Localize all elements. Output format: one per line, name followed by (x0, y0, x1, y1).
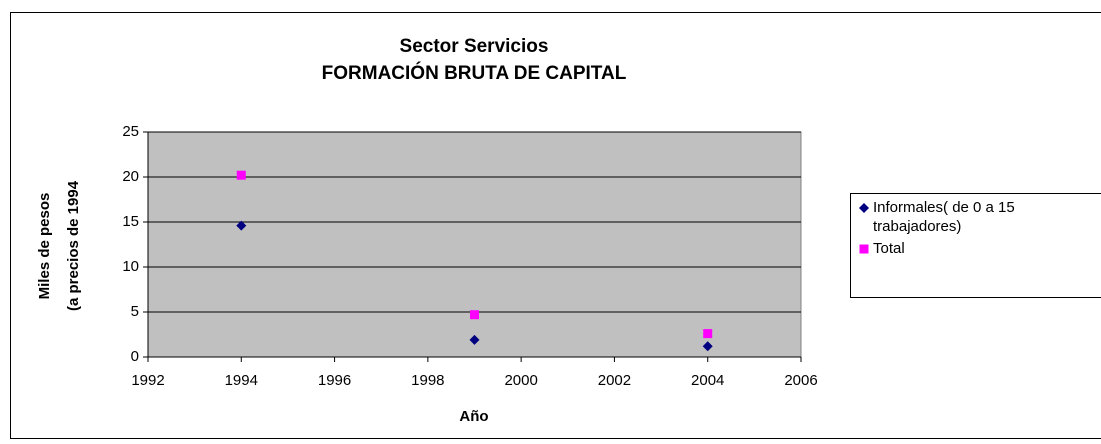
y-axis-title: (a precios de 1994 (65, 180, 82, 311)
marker-square (859, 244, 869, 254)
legend-entry: Total (858, 239, 1101, 258)
y-axis-title: Miles de pesos (36, 193, 53, 300)
y-tick-label: 5 (131, 303, 139, 320)
marker-diamond (859, 203, 869, 213)
x-tick-label: 1992 (131, 372, 164, 389)
y-tick-label: 15 (122, 213, 139, 230)
x-tick-label: 1994 (225, 372, 258, 389)
marker-square (236, 170, 246, 180)
legend-key (859, 203, 869, 213)
x-tick-label: 1998 (411, 372, 444, 389)
x-tick-label: 2000 (504, 372, 537, 389)
y-tick-label: 0 (131, 348, 139, 365)
x-tick-label: 2004 (691, 372, 724, 389)
y-tick-label: 10 (122, 258, 139, 275)
marker-diamond (469, 334, 480, 345)
x-tick-label: 1996 (318, 372, 351, 389)
legend-key (859, 244, 869, 254)
plot-area (147, 131, 802, 358)
marker-square (470, 310, 479, 320)
marker-diamond (236, 220, 247, 231)
chart-title: FORMACIÓN BRUTA DE CAPITAL (322, 62, 627, 84)
chart-title: Sector Servicios (400, 36, 549, 57)
legend-items: Informales( de 0 a 15 trabajadores) Total (858, 198, 1101, 258)
x-tick-label: 2002 (598, 372, 631, 389)
y-tick-label: 25 (122, 123, 139, 140)
x-tick-label: 2006 (784, 372, 817, 389)
x-axis-title: Año (459, 408, 488, 425)
marker-diamond (702, 341, 713, 352)
legend-label: Total (873, 240, 905, 257)
y-tick-label: 20 (122, 168, 139, 185)
marker-square (703, 329, 713, 339)
legend-label: Informales( de 0 a 15 trabajadores) (873, 199, 1015, 235)
legend: Informales( de 0 a 15 trabajadores) Total (858, 198, 1101, 258)
legend-entry: Informales( de 0 a 15 trabajadores) (858, 198, 1101, 236)
legend-box (850, 193, 1101, 298)
